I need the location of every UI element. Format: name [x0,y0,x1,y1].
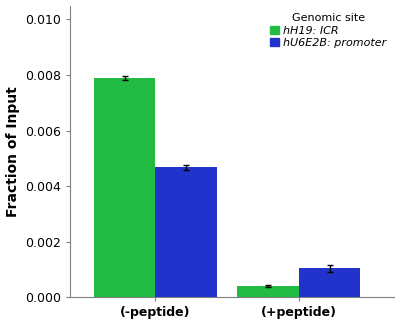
Bar [94,78,156,297]
Y-axis label: Fraction of Input: Fraction of Input [6,86,20,217]
Bar [299,268,360,297]
Bar [238,286,299,297]
Bar [156,167,217,297]
Legend: hH19: ICR, hU6E2B: promoter: hH19: ICR, hU6E2B: promoter [268,11,389,50]
